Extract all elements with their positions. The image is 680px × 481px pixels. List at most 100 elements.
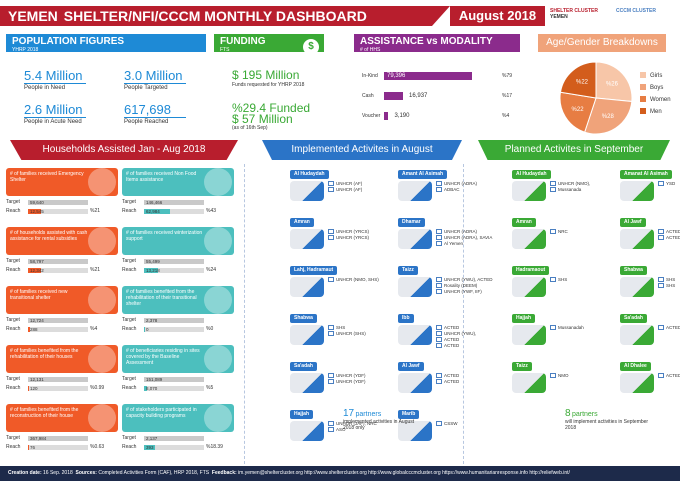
implemented-title: Implemented Activites in August: [262, 140, 462, 160]
footer: Creation date: 16 Sep. 2018 Sources: Com…: [0, 466, 680, 481]
card-target-label: Target: [6, 199, 20, 205]
modality-row: In-Kind 79,396 %79: [362, 71, 522, 81]
governorate-block: Lahj, Hadramaut UNHCR (NMO, SHS): [290, 266, 390, 305]
legend-label: Girls: [650, 73, 663, 79]
yemen-map-icon: [290, 277, 324, 297]
creation-date: 16 Sep. 2018: [43, 470, 73, 476]
card-reach-track: 62,984: [144, 209, 204, 214]
pie-label: %22: [576, 80, 589, 86]
card-reach-row: Reach 12,342 %21: [6, 267, 118, 274]
card-target-row: Target 146,466: [122, 199, 234, 206]
household-card: # of families received Non Food Items as…: [122, 168, 234, 224]
yemen-map-icon: [398, 325, 432, 345]
reconstruction-icon: [88, 404, 116, 432]
yemen-map-icon: [398, 373, 432, 393]
feedback-links[interactable]: im.yemen@sheltercluster.org http://www.s…: [238, 470, 570, 476]
governorate-name: Al Dhalee: [620, 362, 651, 371]
card-reach-row: Reach 62,984 %43: [122, 208, 234, 215]
money-bag-icon: $: [303, 39, 319, 55]
household-card: # of beneficiaries residing in sites cov…: [122, 345, 234, 401]
yemen-map-icon: [290, 229, 324, 249]
card-target-row: Target 2,137: [122, 435, 234, 442]
card-reach-track: 393: [144, 445, 204, 450]
card-reach-value: 13,218: [146, 268, 160, 273]
card-reach-track: 288: [28, 327, 88, 332]
dashboard-title: SHELTER/NFI/CCCM MONTHLY DASHBOARD: [63, 8, 367, 24]
partner-line: UNHCR (YWU),: [436, 331, 476, 337]
activity-icon: [658, 283, 664, 289]
card-pct: %21: [90, 208, 101, 214]
governorate-block: Hadramaout SHS: [512, 266, 612, 305]
card-reach-bar: [144, 386, 147, 391]
implemented-partners: 17 partners implemented activities in Au…: [343, 408, 415, 431]
governorate-block: Al Jawf ACTED ACTED: [620, 218, 680, 257]
governorate-block: Ibb ACTED UNHCR (YWU), ACTED ACTED: [398, 314, 498, 353]
governorate-name: Taizz: [398, 266, 418, 275]
funds-requested-label: Funds requested for YHRP 2018: [232, 82, 305, 88]
card-pct: %43: [206, 208, 217, 214]
card-target-row: Target 59,640: [6, 199, 118, 206]
activity-icon: [328, 421, 334, 427]
card-reach-label: Reach: [122, 326, 137, 332]
governorate-name: Al Hudaydah: [512, 170, 551, 179]
partner-line: ACTED: [436, 379, 459, 385]
modality-title: ASSISTANCE vs MODALITY # of HHS: [354, 34, 520, 53]
yemen-map-icon: [512, 229, 546, 249]
households-title: Households Assisted Jan - Aug 2018: [10, 140, 238, 160]
governorate-block: Sa'adah UNHCR (YDF) UNHCR (YDF): [290, 362, 390, 401]
card-target-value: 55,499: [146, 259, 160, 264]
legend-swatch: [640, 72, 646, 79]
activity-icon: [436, 181, 442, 187]
activity-icon: [658, 325, 664, 331]
card-target-row: Target 12,131: [6, 376, 118, 383]
activity-icon: [550, 181, 556, 187]
modality-pct: %79: [502, 73, 513, 79]
governorate-name: Marib: [398, 410, 420, 419]
card-reach-value: 62,984: [146, 209, 160, 214]
funding-title: FUNDING FTS: [214, 34, 324, 53]
pie-label: %22: [572, 107, 585, 113]
yemen-map-icon: [512, 325, 546, 345]
card-reach-bar: [28, 209, 41, 214]
card-title: # of families received Non Food Items as…: [126, 171, 197, 183]
governorate-block: Al Dhalee ACTED: [620, 362, 680, 401]
modality-value: 3,190: [394, 113, 410, 119]
yemen-map-icon: [620, 229, 654, 249]
card-title: # of beneficiaries residing in sites cov…: [126, 348, 200, 366]
partner-line: ASO: [328, 427, 377, 433]
partner-line: SHS: [658, 277, 675, 283]
funded-as-of: (as of 16th Sep): [232, 125, 268, 131]
governorate-block: Hajjah UNHCR (JAF), NRC ASO: [290, 410, 390, 449]
card-header: # of households assisted with cash assis…: [6, 227, 118, 255]
yemen-map-icon: [620, 325, 654, 345]
partner-line: SHS: [658, 283, 675, 289]
activity-icon: [328, 325, 334, 331]
partner-line: ACTED: [658, 373, 680, 379]
card-target-row: Target 12,724: [6, 317, 118, 324]
legend-item: Boys: [640, 84, 678, 96]
card-header: # of families benefited from the rehabil…: [122, 286, 234, 314]
partner-line: UNHCR (NMO, SHS): [328, 277, 379, 283]
card-target-row: Target 2,378: [122, 317, 234, 324]
governorate-name: Dhamar: [398, 218, 425, 227]
card-reach-label: Reach: [122, 208, 137, 214]
modality-label: Voucher: [362, 113, 381, 119]
card-header: # of families benefited from the rehabil…: [6, 345, 118, 373]
stat-people-acute-need: 2.6 Million People in Acute Need: [24, 102, 86, 125]
governorate-name: Amran: [290, 218, 314, 227]
shelter-cluster-logo: SHELTER CLUSTER YEMEN: [550, 8, 598, 20]
pie-label: %26: [606, 81, 619, 87]
card-reach-row: Reach 288 %4: [6, 326, 118, 333]
yemen-map-icon: [290, 325, 324, 345]
partner-line: Mussanada: [550, 187, 590, 193]
partner-line: ADBAC: [436, 187, 477, 193]
governorate-name: Amant Al Asimah: [398, 170, 448, 179]
card-target-bar: [144, 318, 204, 323]
card-target-track: 2,137: [144, 436, 204, 441]
card-target-row: Target 367,984: [6, 435, 118, 442]
governorate-block: Sa'adah ACTED: [620, 314, 680, 353]
activity-icon: [436, 229, 442, 235]
nfi-icon: [204, 168, 232, 196]
activity-icon: [328, 187, 334, 193]
card-target-bar: [144, 436, 204, 441]
